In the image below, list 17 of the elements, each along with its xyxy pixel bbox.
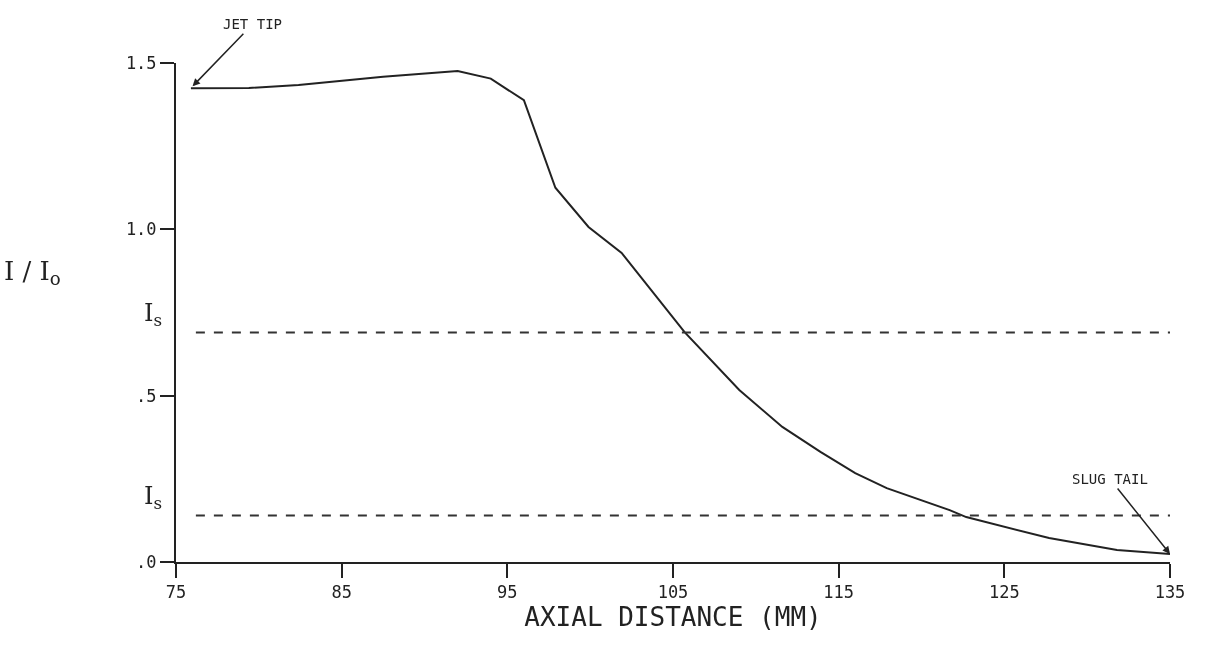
- x-tick-label: 105: [657, 582, 689, 603]
- x-tick-label: 85: [331, 582, 352, 603]
- y-axis-title: I / I$_{o}$: [4, 256, 61, 290]
- x-tick-label: 95: [497, 582, 518, 603]
- x-tick-label: 135: [1154, 582, 1186, 603]
- ref-line-label: I$_{s}$: [144, 482, 163, 514]
- y-tick-label: .0: [136, 551, 157, 572]
- annotation: JET TIP: [223, 16, 283, 32]
- ref-line-label: I$_{s}$: [144, 299, 163, 331]
- x-axis-title: AXIAL DISTANCE (MM): [524, 602, 822, 633]
- y-tick-label: .5: [136, 385, 157, 406]
- x-tick-label: 75: [165, 582, 187, 603]
- x-tick-label: 125: [988, 582, 1020, 603]
- x-tick-label: 115: [823, 582, 855, 603]
- y-tick-label: 1.5: [125, 52, 157, 73]
- y-tick-label: 1.0: [125, 219, 157, 240]
- annotation: SLUG TAIL: [1072, 471, 1148, 487]
